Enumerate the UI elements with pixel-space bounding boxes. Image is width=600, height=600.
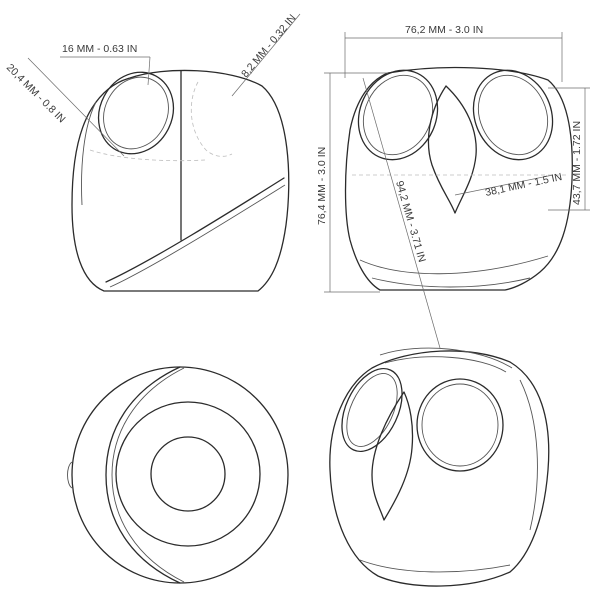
iso-view-body-outline [329,350,550,587]
side-view-dimensions: 16 MM - 0.63 IN 20,4 MM - 0.8 IN 8,2 MM … [4,12,301,157]
side-view-hidden-cavity [89,149,206,162]
front-view-right-eye-outer [472,69,554,161]
front-view-beak [427,85,477,214]
front-view-body-outline [344,66,573,291]
iso-view-left-eye-inner [346,373,398,447]
front-view-lower-rim-2 [371,277,531,288]
top-view-outer-circle [71,366,289,584]
side-view-shell-inner-left [81,101,97,206]
top-view-side-nub [67,461,73,489]
side-view-body-outline [71,69,290,292]
iso-view-top-shell [379,347,513,369]
side-view [71,69,290,292]
dim-front-height: 76,4 MM - 3.0 IN [316,147,328,225]
isometric-view [329,347,550,587]
front-view-left-eye-outer [357,69,439,161]
front-view-dimensions: 76,2 MM - 3.0 IN 76,4 MM - 3.0 IN 94,2 M… [316,24,590,349]
top-view-crescent-inner-2 [111,367,185,583]
iso-view-right-eye-outer [416,378,504,472]
front-view-right-eye-inner [477,74,549,156]
top-view-mid-circle [115,401,261,547]
side-view-hidden-eye [190,81,233,157]
dim-front-diagonal: 94,2 MM - 3.71 IN [393,180,428,264]
top-view-crescent-inner [105,366,181,584]
dim-side-eye-opening: 16 MM - 0.63 IN [62,43,137,55]
iso-view-right-eye-inner [421,383,499,467]
dim-side-eye-diameter: 20,4 MM - 0.8 IN [4,62,68,126]
dim-front-eye-height: 43,7 MM - 1.72 IN [571,121,583,205]
side-view-eye-outer [97,71,175,155]
front-view [344,66,573,291]
side-view-eye-inner [103,76,169,150]
side-view-diagonal-seam [105,177,285,283]
iso-view-left-eye-outer [341,367,403,453]
dim-front-width: 76,2 MM - 3.0 IN [405,24,483,36]
top-view [67,366,289,584]
iso-view-rim-right [519,379,538,531]
iso-view-top-shell-2 [384,356,507,373]
side-view-diagonal-seam-inner [109,184,286,288]
front-view-lower-rim [359,255,549,275]
iso-view-lower-rim [359,559,511,573]
iso-view-beak [371,391,414,521]
dim-side-wall: 8,2 MM - 0.32 IN [239,12,298,80]
front-view-left-eye-inner [362,74,434,156]
top-view-inner-circle [150,436,226,512]
